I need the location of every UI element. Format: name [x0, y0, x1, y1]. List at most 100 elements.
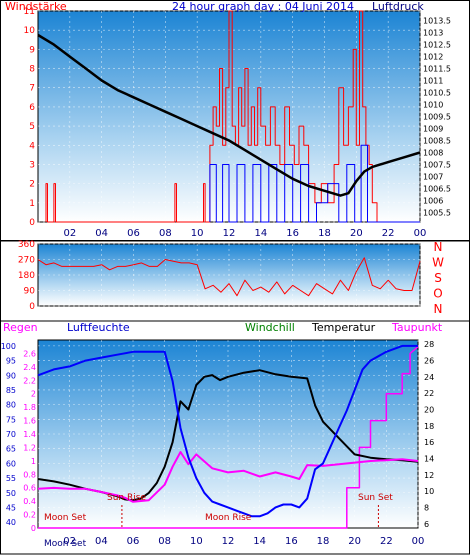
wind-tick-label: 3	[29, 160, 35, 170]
x-tick-label: 22	[382, 228, 395, 239]
humidity-tick-label: 65	[6, 445, 16, 454]
rain-tick-label: 2	[31, 390, 36, 399]
regen-label: Regen	[3, 321, 38, 334]
pressure-tick-label: 1013	[423, 29, 443, 38]
x-tick-label: 18	[318, 228, 331, 239]
rain-tick-label: 1.2	[23, 443, 36, 452]
pressure-y-axis: 1005.5 1006 1006.5 1007 1007.5 1008 1008.5 1009…	[423, 17, 451, 218]
wind-gust-line	[209, 144, 420, 223]
humidity-tick-label: 55	[6, 474, 16, 483]
pressure-tick-label: 1011.5	[423, 65, 451, 74]
x-tick-label: 06	[127, 536, 140, 547]
temperature-tick-label: 6	[424, 520, 429, 529]
taupunkt-label: Taupunkt	[391, 321, 443, 334]
temperature-tick-label: 14	[424, 455, 434, 464]
temperature-tick-label: 10	[424, 487, 434, 496]
rain-tick-label: 2.6	[23, 349, 36, 358]
wind-label: Windstärke	[5, 0, 67, 13]
pressure-tick-label: 1008.5	[423, 136, 451, 145]
x-tick-label: 12	[223, 228, 236, 239]
temperature-tick-label: 16	[424, 438, 434, 447]
x-tick-label: 00	[414, 228, 427, 239]
pressure-tick-label: 1009	[423, 124, 443, 133]
humidity-tick-label: 70	[6, 430, 16, 439]
wind-direction-line	[37, 257, 421, 297]
sun-rise-annotation: Sun Rise	[107, 493, 146, 503]
temperatur-label: Temperatur	[311, 321, 376, 334]
direction-y-axis: 360 270 180 90 0	[18, 240, 35, 312]
rain-tick-label: 0.8	[23, 470, 36, 479]
temperature-tick-label: 12	[424, 471, 434, 480]
direction-tick-label: 0	[29, 302, 35, 312]
temperature-tick-label: 26	[424, 356, 434, 365]
rain-tick-label: 2.2	[23, 376, 36, 385]
x-tick-label: 16	[286, 228, 299, 239]
humidity-tick-label: 90	[6, 371, 16, 380]
wind-pressure-series	[37, 10, 421, 223]
temperature-tick-label: 24	[424, 373, 434, 382]
rain-tick-label: 1	[31, 457, 36, 466]
wind-tick-label: 5	[29, 122, 35, 132]
rain-y-axis: 0 0.2 0.4 0.6 0.8 1 1.2 1.4 1.6 1.8 2 2.2 2.4 2.6	[23, 349, 36, 533]
x-tick-label: 16	[285, 536, 298, 547]
wind-tick-label: 7	[29, 84, 35, 94]
wind-tick-label: 0	[29, 218, 35, 228]
pressure-tick-label: 1010.5	[423, 89, 451, 98]
rain-tick-label: 0.6	[23, 484, 36, 493]
x-tick-label: 10	[190, 536, 203, 547]
direction-tick-label: 360	[18, 240, 35, 250]
wind-tick-label: 6	[29, 103, 35, 113]
pressure-tick-label: 1013.5	[423, 17, 451, 26]
x-tick-label: 14	[253, 536, 266, 547]
temperature-line	[37, 369, 419, 502]
temperature-tick-label: 8	[424, 504, 429, 513]
direction-grid	[38, 243, 421, 307]
dewpoint-line	[37, 451, 419, 503]
x-tick-label: 20	[350, 228, 363, 239]
humidity-tick-label: 75	[6, 415, 16, 424]
rain-tick-label: 0.4	[23, 497, 36, 506]
humidity-tick-label: 50	[6, 489, 16, 498]
wind-tick-label: 10	[24, 26, 36, 36]
wind-tick-label: 1	[29, 199, 35, 209]
pressure-tick-label: 1008	[423, 148, 443, 157]
x-tick-label: 08	[158, 536, 171, 547]
humidity-y-axis: 40 45 50 55 60 65 70 75 80 85 90 95 100	[1, 342, 16, 527]
wind-tick-label: 9	[29, 45, 35, 55]
moon-set-annotation: Moon Set	[44, 513, 87, 523]
rain-tick-label: 1.6	[23, 417, 36, 426]
humidity-tick-label: 95	[6, 357, 16, 366]
luftfeuchte-label: Luftfeuchte	[67, 321, 130, 334]
humidity-line	[37, 344, 418, 518]
wind-y-axis: 0 1 2 3 4 5 6 7 8 9 10 11	[24, 7, 36, 228]
pressure-tick-label: 1012	[423, 53, 443, 62]
direction-tick-label: 180	[18, 271, 35, 281]
humidity-temperature-grid	[38, 340, 419, 528]
pressure-tick-label: 1006	[423, 196, 443, 205]
x-tick-label: 14	[254, 228, 267, 239]
compass-label: W	[432, 256, 444, 270]
sun-set-annotation: Sun Set	[358, 493, 393, 503]
x-tick-label: 22	[380, 536, 393, 547]
humidity-temperature-x-axis: 02 04 06 08 10 12 14 16 18 20 22 00	[63, 536, 424, 547]
x-tick-label: 12	[222, 536, 235, 547]
rain-tick-label: 0	[31, 524, 36, 533]
pressure-line	[37, 33, 421, 197]
humidity-tick-label: 60	[6, 459, 16, 468]
pressure-tick-label: 1009.5	[423, 113, 451, 122]
rain-line	[38, 346, 419, 529]
pressure-tick-label: 1006.5	[423, 184, 451, 193]
pressure-tick-label: 1012.5	[423, 41, 451, 50]
x-tick-label: 02	[63, 228, 76, 239]
direction-tick-label: 90	[24, 287, 36, 297]
x-tick-label: 04	[95, 228, 108, 239]
pressure-tick-label: 1010	[423, 101, 443, 110]
pressure-label: Luftdruck	[372, 0, 424, 13]
humidity-tick-label: 85	[6, 386, 16, 395]
pressure-tick-label: 1011	[423, 77, 443, 86]
wind-pressure-x-axis: 02 04 06 08 10 12 14 16 18 20 22 00	[63, 228, 426, 239]
x-tick-label: 00	[412, 536, 425, 547]
humidity-tick-label: 45	[6, 503, 16, 512]
